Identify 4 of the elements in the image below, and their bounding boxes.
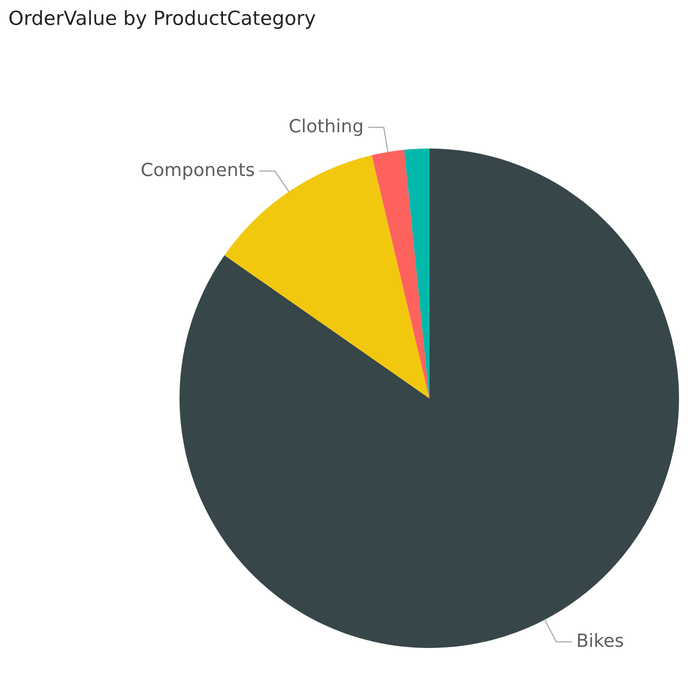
slice-label: Bikes: [578, 633, 624, 648]
slice-label: Clothing: [290, 118, 362, 136]
chart-title: OrderValue by ProductCategory: [9, 10, 316, 29]
slice-label: Components: [142, 162, 254, 180]
